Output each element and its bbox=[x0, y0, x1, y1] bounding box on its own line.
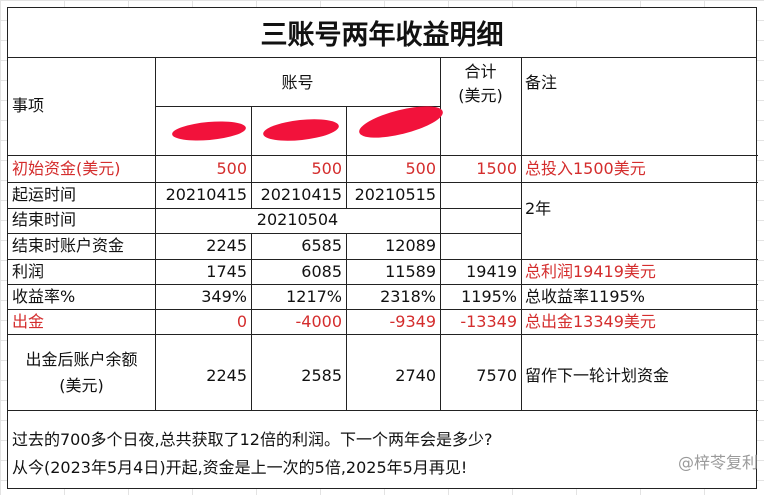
row-start-v3: 20210515 bbox=[354, 185, 436, 204]
row-rate-v3: 2318% bbox=[380, 287, 436, 306]
row-endfunds-v1: 2245 bbox=[206, 236, 247, 255]
row-balance-v2: 2585 bbox=[301, 366, 342, 385]
row-profit-total: 19419 bbox=[466, 262, 517, 281]
row-profit-label: 利润 bbox=[12, 262, 45, 281]
row-endfunds-label: 结束时账户资金 bbox=[12, 236, 125, 255]
row-withdraw-total: -13349 bbox=[460, 312, 517, 331]
row-withdraw-label: 出金 bbox=[12, 312, 45, 331]
row-profit-v3: 11589 bbox=[385, 262, 436, 281]
row-profit-v1: 1745 bbox=[206, 262, 247, 281]
row-withdraw-v2: -4000 bbox=[295, 312, 343, 331]
row-endfunds-v3: 12089 bbox=[385, 236, 436, 255]
row-initial-remark: 总投入1500美元 bbox=[525, 159, 646, 178]
row-initial-v3: 500 bbox=[405, 159, 436, 178]
redacted-account-1 bbox=[171, 118, 247, 144]
row-balance-label-line1: 出金后账户余额 bbox=[25, 350, 138, 369]
row-initial-v2: 500 bbox=[311, 159, 342, 178]
row-initial-v1: 500 bbox=[216, 159, 247, 178]
row-profit-v2: 6085 bbox=[301, 262, 342, 281]
row-end-label: 结束时间 bbox=[12, 210, 77, 229]
header-remark: 备注 bbox=[525, 73, 558, 92]
footer-line2: 从今(2023年5月4日)开起,资金是上一次的5倍,2025年5月再见! bbox=[12, 458, 468, 477]
summary-table: 三账号两年收益明细 事项 账号 合计 (美元) 备注 初始资金(美元) 500 … bbox=[7, 7, 758, 489]
row-withdraw-v1: 0 bbox=[236, 312, 247, 331]
row-rate-v2: 1217% bbox=[286, 287, 342, 306]
row-rate-label: 收益率% bbox=[12, 287, 76, 306]
row-start-v2: 20210415 bbox=[260, 185, 342, 204]
row-withdraw-remark: 总出金13349美元 bbox=[525, 312, 656, 331]
row-balance-label-line2: (美元) bbox=[59, 376, 104, 395]
footer-line1: 过去的700多个日夜,总共获取了12倍的利润。下一个两年会是多少? bbox=[12, 430, 493, 449]
row-start-v1: 20210415 bbox=[165, 185, 247, 204]
row-profit-remark: 总利润19419美元 bbox=[525, 262, 656, 281]
row-rate-v1: 349% bbox=[201, 287, 247, 306]
row-rate-remark: 总收益率1195% bbox=[525, 287, 645, 306]
header-total-line1: 合计 bbox=[464, 62, 497, 81]
table-title: 三账号两年收益明细 bbox=[8, 8, 756, 58]
header-account: 账号 bbox=[281, 73, 314, 92]
row-withdraw-v3: -9349 bbox=[389, 312, 437, 331]
redacted-account-2 bbox=[262, 116, 340, 144]
row-initial-label: 初始资金(美元) bbox=[12, 159, 121, 178]
row-end-remark: 2年 bbox=[525, 199, 552, 218]
row-balance-v3: 2740 bbox=[395, 366, 436, 385]
row-rate-total: 1195% bbox=[461, 287, 517, 306]
row-end-merged: 20210504 bbox=[256, 210, 339, 229]
row-endfunds-v2: 6585 bbox=[301, 236, 342, 255]
header-total-line2: (美元) bbox=[458, 86, 503, 105]
header-item: 事项 bbox=[12, 96, 45, 115]
row-start-label: 起运时间 bbox=[12, 185, 77, 204]
row-balance-total: 7570 bbox=[476, 366, 517, 385]
row-balance-remark: 留作下一轮计划资金 bbox=[525, 366, 670, 385]
row-balance-v1: 2245 bbox=[206, 366, 247, 385]
row-initial-total: 1500 bbox=[476, 159, 517, 178]
watermark: @梓苓复利 bbox=[677, 453, 758, 472]
